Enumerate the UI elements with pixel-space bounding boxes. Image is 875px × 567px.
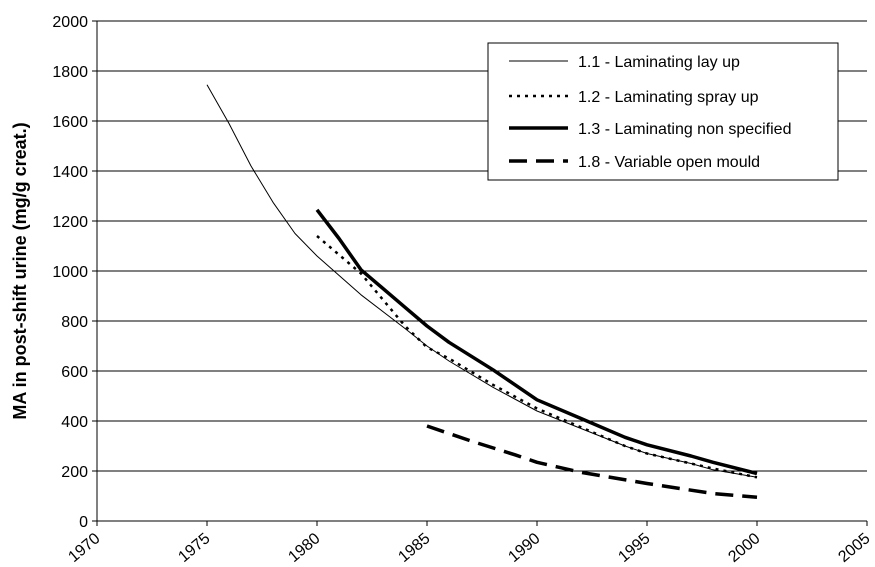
x-tick-label: 1975 — [175, 530, 213, 566]
y-tick-label: 1800 — [52, 64, 88, 81]
x-tick-label: 1970 — [65, 530, 103, 566]
x-tick-label: 1990 — [505, 530, 543, 566]
x-tick-label: 1980 — [285, 530, 323, 566]
legend: 1.1 - Laminating lay up 1.2 - Laminating … — [487, 42, 839, 181]
legend-label-1: 1.1 - Laminating lay up — [578, 54, 740, 71]
y-tick-label: 0 — [79, 514, 88, 531]
y-tick-label: 1000 — [52, 264, 88, 281]
gridlines — [97, 20, 867, 472]
series-line-4 — [426, 424, 758, 500]
y-tick-label: 200 — [61, 464, 88, 481]
legend-label-2: 1.2 - Laminating spray up — [578, 89, 759, 106]
x-tick-label: 1995 — [615, 530, 653, 566]
y-tick-label: 600 — [61, 364, 88, 381]
series-line-2 — [316, 235, 758, 479]
y-tick-label: 1600 — [52, 114, 88, 131]
y-tick-label: 800 — [61, 314, 88, 331]
x-tick-label: 1985 — [395, 530, 433, 566]
series-line-3 — [315, 208, 758, 476]
legend-label-3: 1.3 - Laminating non specified — [578, 121, 791, 138]
x-tick-label: 2000 — [725, 530, 763, 566]
y-axis-title: MA in post-shift urine (mg/g creat.) — [10, 122, 30, 419]
legend-box — [487, 42, 839, 181]
y-tick-label: 400 — [61, 414, 88, 431]
y-tick-label: 1200 — [52, 214, 88, 231]
legend-label-4: 1.8 - Variable open mould — [578, 154, 760, 171]
x-tick-label: 2005 — [835, 530, 873, 566]
y-tick-label: 2000 — [52, 14, 88, 31]
y-tick-label: 1400 — [52, 164, 88, 181]
series-lines — [206, 84, 758, 500]
